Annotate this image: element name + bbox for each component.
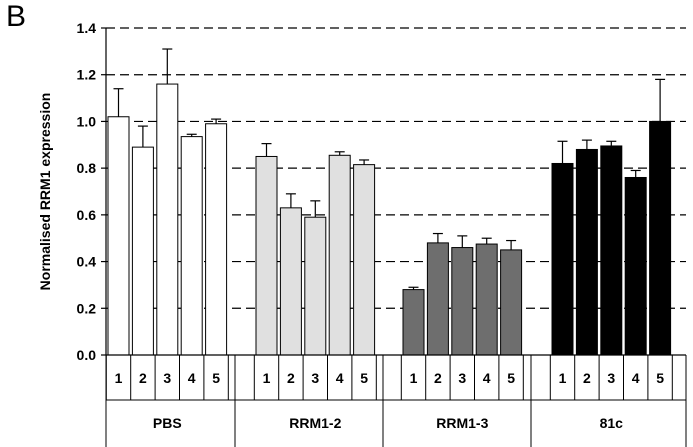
category-label: 1 — [263, 370, 271, 386]
bar — [131, 146, 154, 356]
y-tick-label: 1.2 — [77, 67, 97, 83]
category-label: 2 — [139, 370, 147, 386]
y-axis-label: Normalised RRM1 expression — [37, 93, 53, 291]
category-label: 5 — [656, 370, 664, 386]
y-tick-label: 0.4 — [77, 254, 97, 270]
bar — [304, 216, 327, 356]
labels: 0.0 0.2 0.4 0.6 0.8 1.0 1.2 1.4 Normalised RRM1 … — [37, 20, 664, 431]
category-label: 5 — [212, 370, 220, 386]
category-label: 2 — [583, 370, 591, 386]
group-label: PBS — [153, 415, 182, 431]
bar — [205, 123, 228, 356]
panel-label: B — [6, 0, 27, 33]
y-tick-label: 0.6 — [77, 207, 97, 223]
category-label: 5 — [360, 370, 368, 386]
bar — [551, 162, 574, 356]
group-label: 81c — [600, 415, 624, 431]
bar — [475, 243, 498, 356]
category-label: 1 — [410, 370, 418, 386]
bar — [328, 154, 351, 356]
category-label: 3 — [311, 370, 319, 386]
category-label: 4 — [632, 370, 640, 386]
bars — [107, 48, 672, 356]
category-label: 3 — [458, 370, 466, 386]
bar — [426, 242, 449, 356]
bar — [180, 136, 203, 356]
bar — [279, 207, 302, 356]
y-tick-label: 1.0 — [77, 113, 97, 129]
category-label: 2 — [287, 370, 295, 386]
category-label: 2 — [434, 370, 442, 386]
category-label: 1 — [115, 370, 123, 386]
y-tick-label: 0.8 — [77, 160, 97, 176]
bar — [107, 116, 130, 356]
y-tick-label: 1.4 — [77, 20, 97, 36]
category-label: 4 — [336, 370, 344, 386]
bar — [500, 249, 523, 356]
category-label: 1 — [559, 370, 567, 386]
group-label: RRM1-2 — [289, 415, 341, 431]
bar — [451, 247, 474, 356]
category-label: 5 — [507, 370, 515, 386]
y-tick-label: 0.2 — [77, 300, 97, 316]
axes — [101, 27, 687, 447]
category-label: 4 — [188, 370, 196, 386]
bar — [353, 164, 376, 356]
bar — [156, 83, 179, 356]
category-label: 4 — [483, 370, 491, 386]
category-label: 3 — [163, 370, 171, 386]
group-label: RRM1-3 — [436, 415, 488, 431]
bar — [624, 176, 647, 356]
bar — [600, 145, 623, 356]
bar — [649, 120, 672, 356]
bar — [575, 148, 598, 356]
bar — [402, 289, 425, 356]
bar — [255, 155, 278, 356]
category-label: 3 — [607, 370, 615, 386]
y-tick-label: 0.0 — [77, 347, 97, 363]
